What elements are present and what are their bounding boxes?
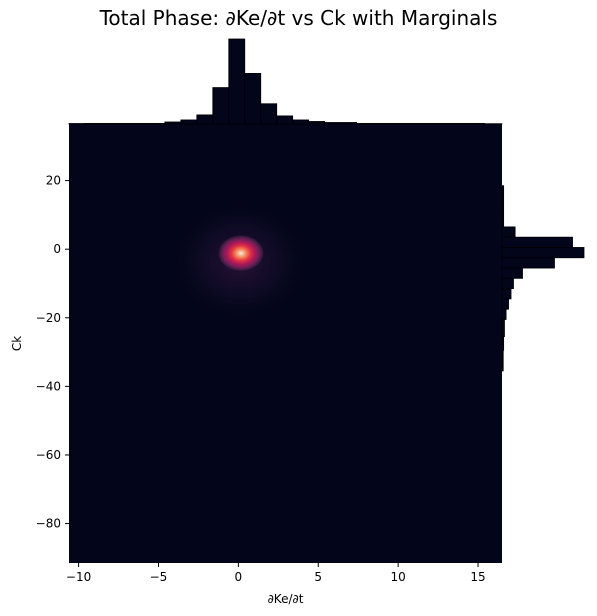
marginal-y-bar xyxy=(501,195,505,207)
marginal-y-bar xyxy=(501,236,573,248)
x-tick-label: 5 xyxy=(314,570,322,584)
marginal-y-bar xyxy=(501,267,523,279)
marginal-y-bar xyxy=(501,288,512,300)
y-tick-label: 20 xyxy=(46,174,61,188)
x-tick-label: −10 xyxy=(66,570,91,584)
y-tick-label: −60 xyxy=(36,448,61,462)
marginal-x-bar xyxy=(324,122,358,125)
marginal-x-bar xyxy=(180,119,198,125)
marginal-y-bar xyxy=(501,205,505,218)
y-tick-label: −80 xyxy=(36,517,61,531)
marginal-x-bar xyxy=(212,87,230,125)
marginal-y-bar xyxy=(501,257,555,269)
marginal-x-bar xyxy=(196,114,214,125)
y-tick-label: −40 xyxy=(36,379,61,393)
x-tick-label: 0 xyxy=(235,570,243,584)
marginal-x-bar xyxy=(292,119,310,125)
marginal-y-bar xyxy=(501,247,585,259)
marginal-y-bar xyxy=(501,216,505,228)
x-tick-label: −5 xyxy=(150,570,168,584)
marginal-x-bar xyxy=(308,121,326,125)
chart-title: Total Phase: ∂Ke/∂t vs Ck with Marginals xyxy=(99,6,498,30)
marginal-y-bar xyxy=(501,336,505,351)
y-axis-label: Ck xyxy=(10,336,24,351)
marginal-y-bar xyxy=(501,185,505,197)
marginal-x-bar xyxy=(164,121,182,125)
marginal-y-bar xyxy=(501,226,516,238)
marginal-y-bar xyxy=(501,298,509,310)
marginal-y-bar xyxy=(501,319,505,338)
y-tick-label: −20 xyxy=(36,311,61,325)
x-tick-label: 15 xyxy=(470,570,485,584)
marginal-x-bar xyxy=(244,73,262,125)
y-tick-label: 0 xyxy=(53,242,61,256)
marginal-y-bar xyxy=(501,277,514,290)
marginal-y-bar xyxy=(501,308,507,320)
marginal-x-bar xyxy=(68,123,86,125)
marginal-x-bar xyxy=(84,122,166,125)
marginal-x-bar xyxy=(276,115,294,125)
marginal-y-bar xyxy=(501,349,504,372)
x-tick-label: 10 xyxy=(391,570,406,584)
x-axis-label: ∂Ke/∂t xyxy=(268,592,304,606)
marginal-x-bar xyxy=(260,103,278,125)
marginal-x-bar xyxy=(228,38,246,125)
density-peak xyxy=(216,234,265,273)
marginal-x-bar xyxy=(356,122,485,125)
joint-density-background xyxy=(69,124,502,563)
